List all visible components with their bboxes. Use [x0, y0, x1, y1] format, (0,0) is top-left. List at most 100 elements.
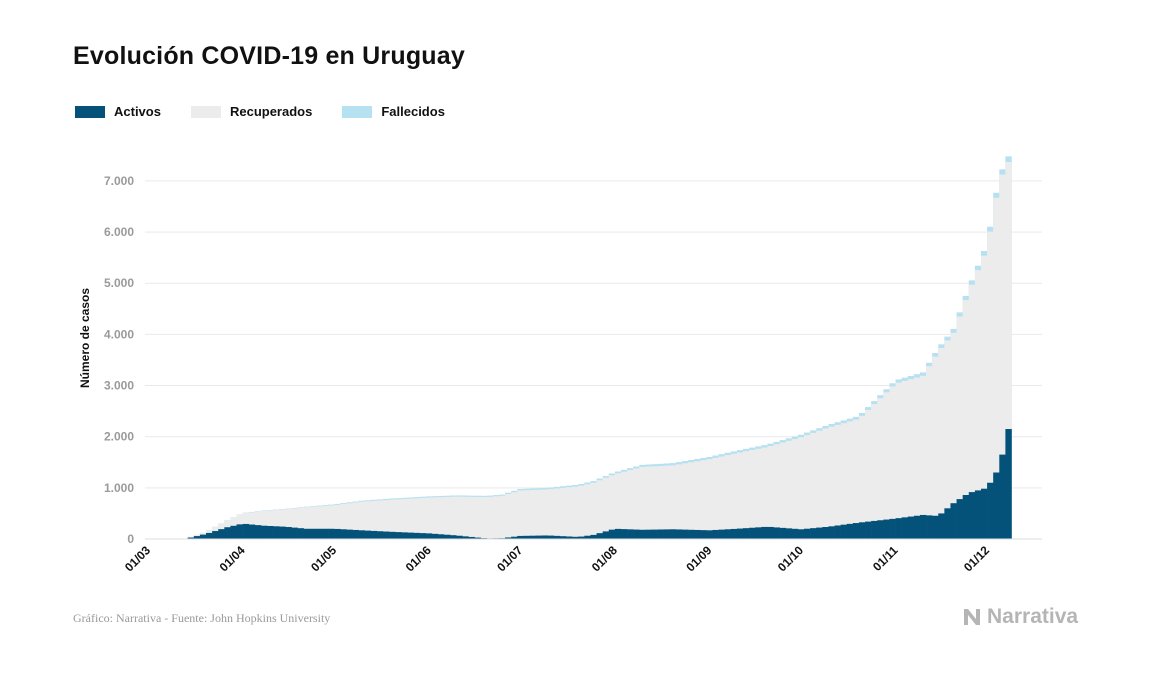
area-bar	[260, 510, 268, 539]
area-bar	[523, 490, 530, 539]
x-tick-label: 01/11	[870, 543, 901, 574]
area-bar	[523, 535, 530, 539]
legend-item-recuperados[interactable]: Recuperados	[190, 104, 312, 119]
area-bar	[608, 529, 616, 539]
area-bar	[858, 415, 866, 539]
area-bar	[279, 509, 286, 539]
area-bar	[645, 466, 652, 539]
x-tick-label: 01/05	[308, 543, 339, 574]
area-bar	[858, 522, 866, 539]
y-tick-label: 7.000	[104, 174, 134, 188]
legend-item-fallecidos[interactable]: Fallecidos	[342, 104, 445, 119]
area-bar	[553, 488, 561, 539]
area-bar	[297, 528, 304, 539]
area-bar	[444, 534, 451, 539]
area-bar	[321, 528, 329, 539]
x-tick-label: 01/12	[961, 543, 992, 574]
legend-swatch-recuperados	[190, 105, 221, 118]
area-bar	[810, 528, 817, 539]
area-bar	[566, 536, 573, 539]
area-bar	[968, 492, 976, 539]
area-bar	[370, 530, 378, 539]
area-bar	[425, 497, 433, 539]
area-bar	[517, 535, 524, 539]
area-bar	[346, 529, 353, 539]
area-bar	[999, 174, 1006, 539]
x-tick-label: 01/06	[403, 543, 434, 574]
y-tick-label: 5.000	[104, 276, 134, 290]
area-bar	[639, 466, 646, 539]
area-bar	[321, 505, 329, 539]
area-bar	[907, 379, 915, 539]
area-bar	[724, 455, 732, 539]
area-bar	[633, 529, 640, 539]
area-bar	[401, 532, 408, 539]
area-bar	[596, 533, 603, 539]
area-bar	[950, 503, 957, 539]
x-tick-label: 01/09	[683, 543, 714, 574]
area-bar	[315, 506, 323, 539]
area-bar	[486, 496, 494, 539]
area-bar	[566, 487, 573, 539]
area-bar	[340, 504, 347, 539]
y-tick-label: 3.000	[104, 379, 134, 393]
area-bar	[712, 457, 719, 539]
area-bar	[797, 437, 805, 539]
area-bar	[999, 454, 1006, 539]
area-bar	[627, 470, 634, 539]
area-bar	[492, 496, 500, 539]
area-bar	[614, 473, 622, 539]
brand-logo[interactable]: Narrativa	[962, 605, 1078, 629]
area-bar	[407, 532, 414, 539]
area-bar	[505, 537, 512, 539]
area-bar	[730, 453, 738, 539]
x-tick-label: 01/10	[775, 543, 806, 574]
area-bar	[791, 528, 799, 539]
area-bar	[907, 516, 915, 539]
legend-item-activos[interactable]: Activos	[75, 104, 161, 119]
area-bar	[437, 534, 445, 539]
area-bar	[730, 528, 738, 539]
area-bar	[352, 502, 359, 539]
area-bar	[846, 421, 854, 539]
area-bar	[358, 530, 365, 539]
area-bar	[572, 486, 579, 539]
area-bar	[450, 535, 457, 539]
area-bar	[718, 456, 725, 539]
area-bar	[620, 471, 628, 539]
area-bar	[797, 529, 805, 539]
area-bar	[407, 498, 414, 539]
area-bar	[425, 533, 433, 539]
area-bar	[267, 510, 274, 539]
area-bar	[291, 527, 298, 539]
area-bar	[608, 475, 616, 539]
area-activos	[187, 429, 1012, 539]
area-bar	[242, 523, 250, 539]
area-bar	[505, 493, 512, 539]
area-bar	[822, 527, 829, 539]
area-bar	[529, 535, 536, 539]
area-bar	[865, 521, 872, 539]
narrativa-logo-icon	[964, 609, 980, 625]
area-bar	[535, 489, 542, 539]
area-bar	[212, 531, 219, 539]
area-bar	[901, 517, 909, 539]
area-bar	[413, 532, 420, 539]
area-bar	[382, 531, 390, 539]
area-bar	[645, 529, 652, 539]
area-bar	[193, 536, 201, 539]
area-bar	[791, 438, 799, 539]
area-bar	[675, 464, 683, 539]
area-bar	[547, 535, 555, 539]
area-bar	[218, 529, 225, 539]
area-bar	[706, 530, 713, 539]
area-bar	[932, 356, 939, 539]
area-bar	[804, 528, 811, 539]
area-bar	[718, 529, 725, 539]
area-bar	[901, 380, 909, 539]
area-bar	[364, 530, 372, 539]
area-bar	[389, 499, 396, 539]
source-note: Gráfico: Narrativa - Fuente: John Hopkin…	[73, 611, 331, 625]
area-bar	[877, 398, 884, 539]
